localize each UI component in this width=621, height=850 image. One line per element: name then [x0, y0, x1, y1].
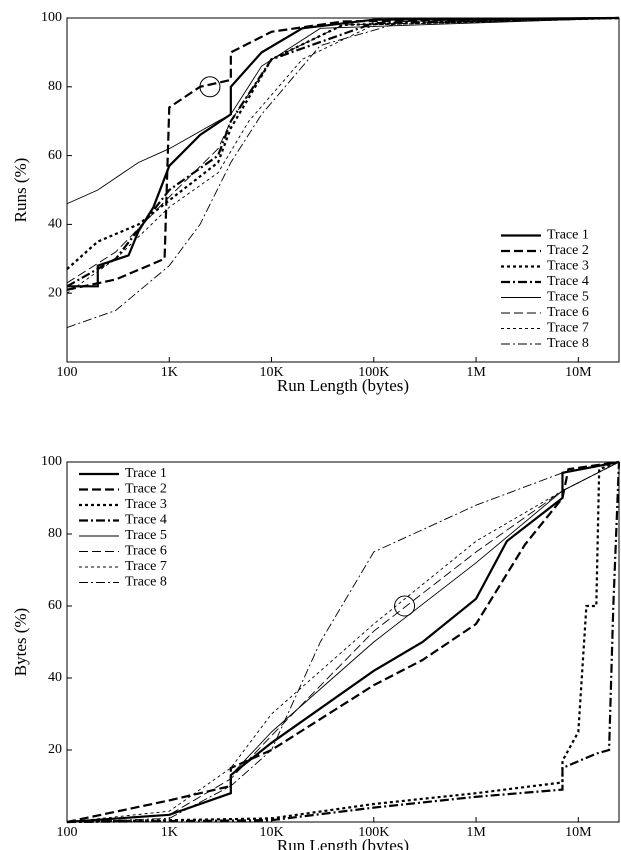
y-tick-label: 40: [48, 217, 62, 232]
series-line: [66, 461, 620, 823]
series-line: [66, 17, 620, 294]
legend-label: Trace 5: [547, 290, 589, 305]
series-line: [66, 17, 620, 205]
x-tick-label: 100: [57, 825, 78, 840]
legend-label: Trace 6: [547, 305, 589, 320]
legend-label: Trace 7: [125, 559, 167, 574]
legend-label: Trace 4: [547, 274, 589, 289]
x-tick-label: 10M: [565, 365, 592, 380]
x-tick-label: 100K: [358, 825, 389, 840]
legend-label: Trace 8: [125, 575, 167, 590]
series-line: [66, 17, 620, 284]
y-tick-label: 80: [48, 526, 62, 541]
series-line: [66, 16, 620, 270]
series-line: [66, 461, 620, 823]
x-tick-label: 100K: [358, 365, 389, 380]
y-tick-label: 20: [48, 285, 62, 300]
x-axis-title: Run Length (bytes): [277, 836, 409, 850]
legend-label: Trace 1: [547, 228, 589, 243]
legend-label: Trace 8: [547, 336, 589, 351]
series-line: [66, 461, 621, 824]
plot-frame: [66, 17, 620, 363]
legend-label: Trace 7: [547, 321, 589, 336]
series-line: [66, 461, 620, 823]
circle-marker: [394, 595, 416, 617]
x-tick-label: 100: [57, 365, 78, 380]
y-tick-label: 80: [48, 79, 62, 94]
x-tick-label: 10M: [565, 825, 592, 840]
plot-frame: [66, 461, 620, 823]
y-tick-label: 100: [41, 10, 62, 25]
series-line: [66, 17, 620, 329]
x-tick-label: 1M: [466, 365, 486, 380]
x-tick-label: 1M: [466, 825, 486, 840]
y-tick-label: 60: [48, 598, 62, 613]
series-line: [66, 16, 620, 291]
legend-label: Trace 3: [125, 497, 167, 512]
x-axis-title: Run Length (bytes): [277, 376, 409, 395]
x-tick-label: 10K: [259, 365, 283, 380]
legend-label: Trace 2: [547, 243, 589, 258]
y-tick-label: 40: [48, 670, 62, 685]
y-axis-title: Runs (%): [11, 158, 30, 223]
series-line: [66, 16, 620, 288]
legend-label: Trace 5: [125, 528, 167, 543]
legend-label: Trace 1: [125, 466, 167, 481]
series-line: [66, 460, 620, 824]
legend-label: Trace 2: [125, 482, 167, 497]
y-tick-label: 20: [48, 742, 62, 757]
y-axis-title: Bytes (%): [11, 608, 30, 676]
y-tick-label: 100: [41, 454, 62, 469]
legend-label: Trace 6: [125, 544, 167, 559]
x-tick-label: 1K: [161, 365, 178, 380]
y-tick-label: 60: [48, 148, 62, 163]
series-line: [66, 460, 620, 824]
x-tick-label: 1K: [161, 825, 178, 840]
legend-label: Trace 3: [547, 259, 589, 274]
legend-label: Trace 4: [125, 513, 167, 528]
series-line: [67, 16, 620, 288]
circle-marker: [199, 76, 221, 98]
x-tick-label: 10K: [259, 825, 283, 840]
